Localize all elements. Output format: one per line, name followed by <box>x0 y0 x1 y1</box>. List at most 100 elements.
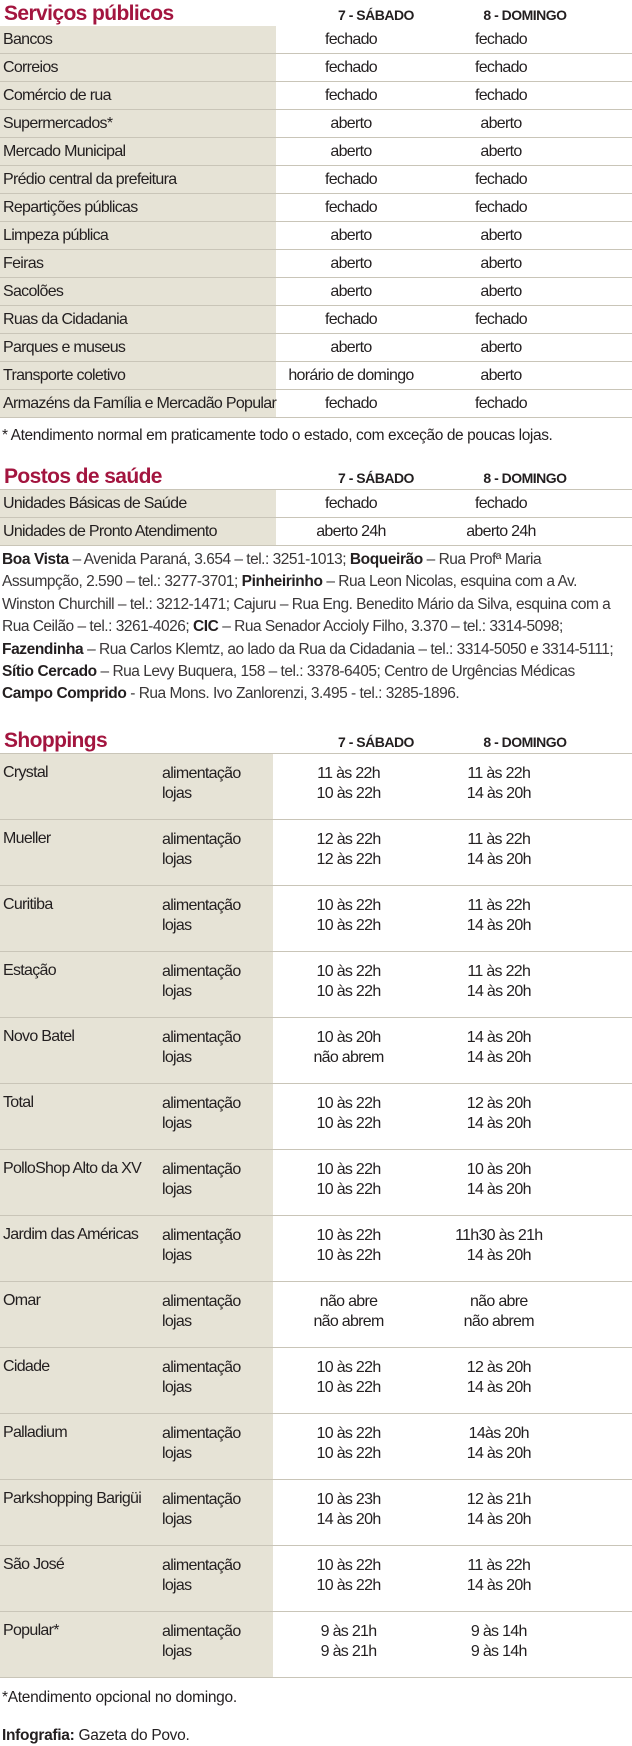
unit-name: Pinheirinho <box>241 573 323 591</box>
sunday-hours: 10 às 20h 14 às 20h <box>423 1149 574 1216</box>
shoppings-note: *Atendimento opcional no domingo. <box>2 1688 237 1706</box>
sunday-status: aberto <box>426 277 576 306</box>
category-food: alimentação <box>162 1424 241 1442</box>
sunday-shops-hours: 14 às 20h <box>466 982 532 1000</box>
table-row: Estação alimentação lojas 10 às 22h 10 às 22… <box>0 951 632 1018</box>
services-note: * Atendimento normal em praticamente tod… <box>2 427 553 444</box>
saturday-hours: 10 às 22h 10 às 22h <box>273 1413 424 1480</box>
saturday-shops-hours: 10 às 22h <box>316 1576 382 1594</box>
table-row: Parques e museus aberto aberto <box>0 333 632 362</box>
category-shops: lojas <box>162 1510 192 1528</box>
sunday-hours: 14às 20h 14 às 20h <box>423 1413 574 1480</box>
category-food: alimentação <box>162 1094 241 1112</box>
health-header: Postos de saúde 7 - SÁBADO 8 - DOMINGO <box>0 463 632 489</box>
sunday-hours: 11h30 às 21h 14 às 20h <box>423 1215 574 1282</box>
category-food: alimentação <box>162 1358 241 1376</box>
sunday-hours: 11 às 22h 14 às 20h <box>423 951 574 1018</box>
table-row: PolloShop Alto da XV alimentação lojas 10 à… <box>0 1149 632 1216</box>
spacer <box>573 951 632 1018</box>
table-row: Palladium alimentação lojas 10 às 22h 10 às … <box>0 1413 632 1480</box>
category-shops: lojas <box>162 784 192 802</box>
saturday-shops-hours: 10 às 22h <box>316 1246 382 1264</box>
sunday-shops-hours: 14 às 20h <box>466 1114 532 1132</box>
spacer <box>576 277 632 306</box>
shopping-cell: São José alimentação lojas <box>0 1545 274 1612</box>
saturday-shops-hours: 10 às 22h <box>316 982 382 1000</box>
saturday-status: fechado <box>276 305 426 334</box>
table-row: Correios fechado fechado <box>0 53 632 82</box>
services-col-saturday: 7 - SÁBADO <box>338 7 414 23</box>
spacer <box>573 1479 632 1546</box>
saturday-hours: não abre não abrem <box>273 1281 424 1348</box>
spacer <box>576 137 632 166</box>
service-label: Mercado Municipal <box>0 137 276 166</box>
saturday-status: fechado <box>276 165 426 194</box>
spacer <box>576 517 632 546</box>
saturday-food-hours: 10 às 22h <box>316 1094 382 1112</box>
spacer <box>576 109 632 138</box>
health-table: Unidades Básicas de Saúde fechado fechado U… <box>0 489 632 546</box>
unit-name: CIC <box>192 618 219 636</box>
sunday-food-hours: 14 às 20h <box>466 1028 532 1046</box>
shopping-cell: Jardim das Américas alimentação lojas <box>0 1215 274 1282</box>
saturday-hours: 10 às 20h não abrem <box>273 1017 424 1084</box>
sunday-status: fechado <box>426 193 576 222</box>
sunday-status: aberto <box>426 333 576 362</box>
table-row: Total alimentação lojas 10 às 22h 10 às 22h 1… <box>0 1083 632 1150</box>
sunday-food-hours: 9 às 14h <box>470 1622 527 1640</box>
category-shops: lojas <box>162 850 192 868</box>
table-row: Unidades Básicas de Saúde fechado fechado <box>0 489 632 518</box>
sunday-status: fechado <box>426 26 576 54</box>
table-row: Curitiba alimentação lojas 10 às 22h 10 às 2… <box>0 885 632 952</box>
category-food: alimentação <box>162 830 241 848</box>
saturday-food-hours: 10 às 22h <box>316 1424 382 1442</box>
spacer <box>573 885 632 952</box>
saturday-status: fechado <box>276 389 426 418</box>
spacer <box>573 753 632 820</box>
category-shops: lojas <box>162 1642 192 1660</box>
spacer <box>576 81 632 110</box>
sunday-shops-hours: 14 às 20h <box>466 1576 532 1594</box>
unit-name: Boa Vista <box>2 551 69 568</box>
saturday-hours: 10 às 22h 10 às 22h <box>273 1149 424 1216</box>
sunday-shops-hours: 14 às 20h <box>466 1444 532 1462</box>
sunday-status: fechado <box>426 489 576 518</box>
category-labels: alimentação lojas <box>162 1226 241 1266</box>
spacer <box>573 1347 632 1414</box>
table-row: Supermercados* aberto aberto <box>0 109 632 138</box>
service-label: Ruas da Cidadania <box>0 305 276 334</box>
category-shops: lojas <box>162 1576 192 1594</box>
sunday-food-hours: 11 às 22h <box>467 896 531 914</box>
saturday-shops-hours: 10 às 22h <box>316 1180 382 1198</box>
health-units-text: Boa Vista – Avenida Paraná, 3.654 – tel.… <box>0 546 632 706</box>
category-food: alimentação <box>162 1622 241 1640</box>
saturday-food-hours: 10 às 22h <box>316 962 382 980</box>
category-shops: lojas <box>162 1246 192 1264</box>
shopping-cell: Parkshopping Barigüi alimentação lojas <box>0 1479 274 1546</box>
sunday-status: aberto <box>426 249 576 278</box>
table-row: São José alimentação lojas 10 às 22h 10 às 2… <box>0 1545 632 1612</box>
spacer <box>573 1413 632 1480</box>
shopping-name: Novo Batel <box>3 1027 75 1045</box>
category-shops: lojas <box>162 1378 192 1396</box>
table-row: Omar alimentação lojas não abre não abrem não… <box>0 1281 632 1348</box>
spacer <box>573 1017 632 1084</box>
saturday-food-hours: 12 às 22h <box>316 830 382 848</box>
category-food: alimentação <box>162 896 241 914</box>
shopping-cell: Cidade alimentação lojas <box>0 1347 274 1414</box>
sunday-shops-hours: 14 às 20h <box>466 1246 532 1264</box>
shopping-name: Curitiba <box>3 895 53 913</box>
saturday-food-hours: 10 às 22h <box>316 1160 382 1178</box>
saturday-hours: 9 às 21h 9 às 21h <box>273 1611 424 1678</box>
spacer <box>576 165 632 194</box>
category-labels: alimentação lojas <box>162 1556 241 1596</box>
service-label: Limpeza pública <box>0 221 276 250</box>
table-row: Prédio central da prefeitura fechado fecha… <box>0 165 632 194</box>
sunday-status: fechado <box>426 305 576 334</box>
saturday-food-hours: 10 às 22h <box>316 1556 382 1574</box>
shopping-name: Parkshopping Barigüi <box>3 1489 142 1507</box>
category-labels: alimentação lojas <box>162 1424 241 1464</box>
saturday-hours: 10 às 22h 10 às 22h <box>273 885 424 952</box>
table-row: Mercado Municipal aberto aberto <box>0 137 632 166</box>
spacer <box>573 1281 632 1348</box>
